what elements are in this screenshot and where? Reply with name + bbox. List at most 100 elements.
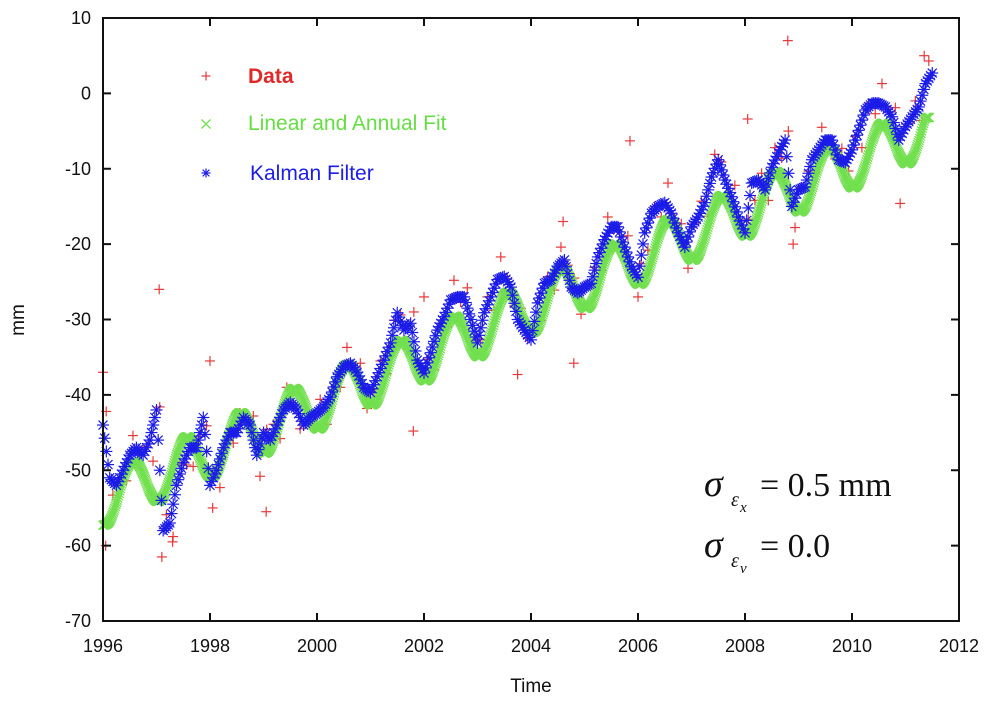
kalman-point xyxy=(102,458,115,471)
fit-point xyxy=(587,295,598,306)
data-point xyxy=(148,456,159,467)
kalman-point xyxy=(535,287,548,300)
kalman-point xyxy=(533,292,546,305)
y-tick-label: -10 xyxy=(65,159,91,179)
data-point xyxy=(816,122,827,133)
plot-frame xyxy=(102,17,960,622)
data-point xyxy=(188,461,199,472)
x-tick-label: 2006 xyxy=(618,636,658,656)
legend: Data Linear and Annual Fit Kalman Filter xyxy=(201,65,447,185)
fit-point xyxy=(601,252,612,263)
x-tick-label: 2000 xyxy=(297,636,337,656)
kalman-point xyxy=(640,221,653,234)
data-point xyxy=(683,263,694,274)
fit-point xyxy=(514,305,525,316)
x-tick-label: 2004 xyxy=(511,636,551,656)
fit-point xyxy=(173,445,184,456)
data-point xyxy=(622,230,633,241)
data-point xyxy=(495,251,506,262)
annotation-sigma-v: σ ε v = 0.0 xyxy=(704,524,830,577)
fit-point xyxy=(641,270,652,281)
y-tick-label: 10 xyxy=(71,8,91,28)
fit-point xyxy=(462,331,472,342)
fit-point xyxy=(910,147,921,158)
fit-point xyxy=(481,340,492,351)
y-tick-label: -70 xyxy=(65,611,91,631)
data-point xyxy=(127,430,138,441)
fit-point xyxy=(194,451,205,462)
kalman-point xyxy=(406,326,419,339)
kalman-point xyxy=(668,217,681,230)
fit-point xyxy=(374,389,385,400)
kalman-point xyxy=(117,464,130,477)
data-point xyxy=(856,142,867,153)
fit-point xyxy=(140,474,151,485)
kalman-point xyxy=(618,241,631,254)
kalman-point xyxy=(926,67,939,80)
data-point xyxy=(890,102,901,113)
epsilon-subscript: ε xyxy=(731,550,739,572)
y-tick-label: -40 xyxy=(65,385,91,405)
data-point xyxy=(261,506,272,517)
annotation-sigma-x: σ ε x = 0.5 mm xyxy=(704,463,892,516)
fit-point xyxy=(141,478,152,489)
kalman-point xyxy=(526,324,539,337)
fit-point xyxy=(653,232,664,243)
data-point xyxy=(602,211,613,222)
data-point xyxy=(895,198,906,209)
kalman-point xyxy=(193,426,206,439)
fit-point xyxy=(195,455,206,466)
legend-asterisk-mark xyxy=(201,168,211,178)
kalman-point xyxy=(667,212,680,225)
y-tick-label: -50 xyxy=(65,460,91,480)
kalman-point xyxy=(847,139,860,152)
sigma-symbol: σ xyxy=(704,524,724,566)
kalman-point xyxy=(525,333,537,346)
kalman-point xyxy=(697,200,710,213)
kalman-point xyxy=(198,428,211,441)
fit-point xyxy=(462,333,473,344)
kalman-point xyxy=(827,139,840,152)
kalman-point xyxy=(829,143,842,156)
fit-point xyxy=(106,512,117,523)
fit-point xyxy=(855,174,866,185)
fit-point xyxy=(301,404,312,415)
sigma-x-value: = 0.5 mm xyxy=(760,467,892,504)
legend-label-fit: Linear and Annual Fit xyxy=(248,112,447,135)
fit-point xyxy=(868,132,879,143)
fit-point xyxy=(107,509,118,519)
legend-x-mark xyxy=(201,119,211,129)
kalman-point xyxy=(637,237,650,250)
kalman-point xyxy=(247,434,260,447)
legend-marker-kalman-asterisk-icon xyxy=(201,168,211,178)
fit-point xyxy=(321,413,332,424)
fit-point xyxy=(171,449,182,460)
fit-point xyxy=(749,219,760,230)
data-point xyxy=(355,358,366,369)
x-subsubscript: x xyxy=(739,500,747,516)
legend-marker-data-plus-icon xyxy=(201,71,211,81)
kalman-point xyxy=(846,143,858,156)
y-tick-label: -20 xyxy=(65,234,91,254)
legend-plus-mark xyxy=(201,71,211,81)
kalman-point xyxy=(197,411,210,424)
data-point xyxy=(512,369,523,380)
v-subsubscript: v xyxy=(740,561,747,577)
kalman-point xyxy=(635,249,648,262)
x-tick-label: 2012 xyxy=(939,636,979,656)
kalman-point xyxy=(167,498,180,511)
kalman-point xyxy=(621,250,634,263)
fit-point xyxy=(706,208,717,219)
data-point xyxy=(624,135,635,146)
data-point xyxy=(214,482,225,493)
x-tick-label: 1996 xyxy=(83,636,123,656)
fit-point xyxy=(300,400,311,411)
kalman-point xyxy=(739,226,751,239)
fit-point xyxy=(802,197,813,208)
data-point xyxy=(462,282,473,293)
y-tick-label: -60 xyxy=(65,536,91,556)
kalman-point xyxy=(172,473,185,486)
data-point xyxy=(205,355,215,366)
kalman-point xyxy=(643,212,656,225)
fit-point xyxy=(588,293,599,304)
